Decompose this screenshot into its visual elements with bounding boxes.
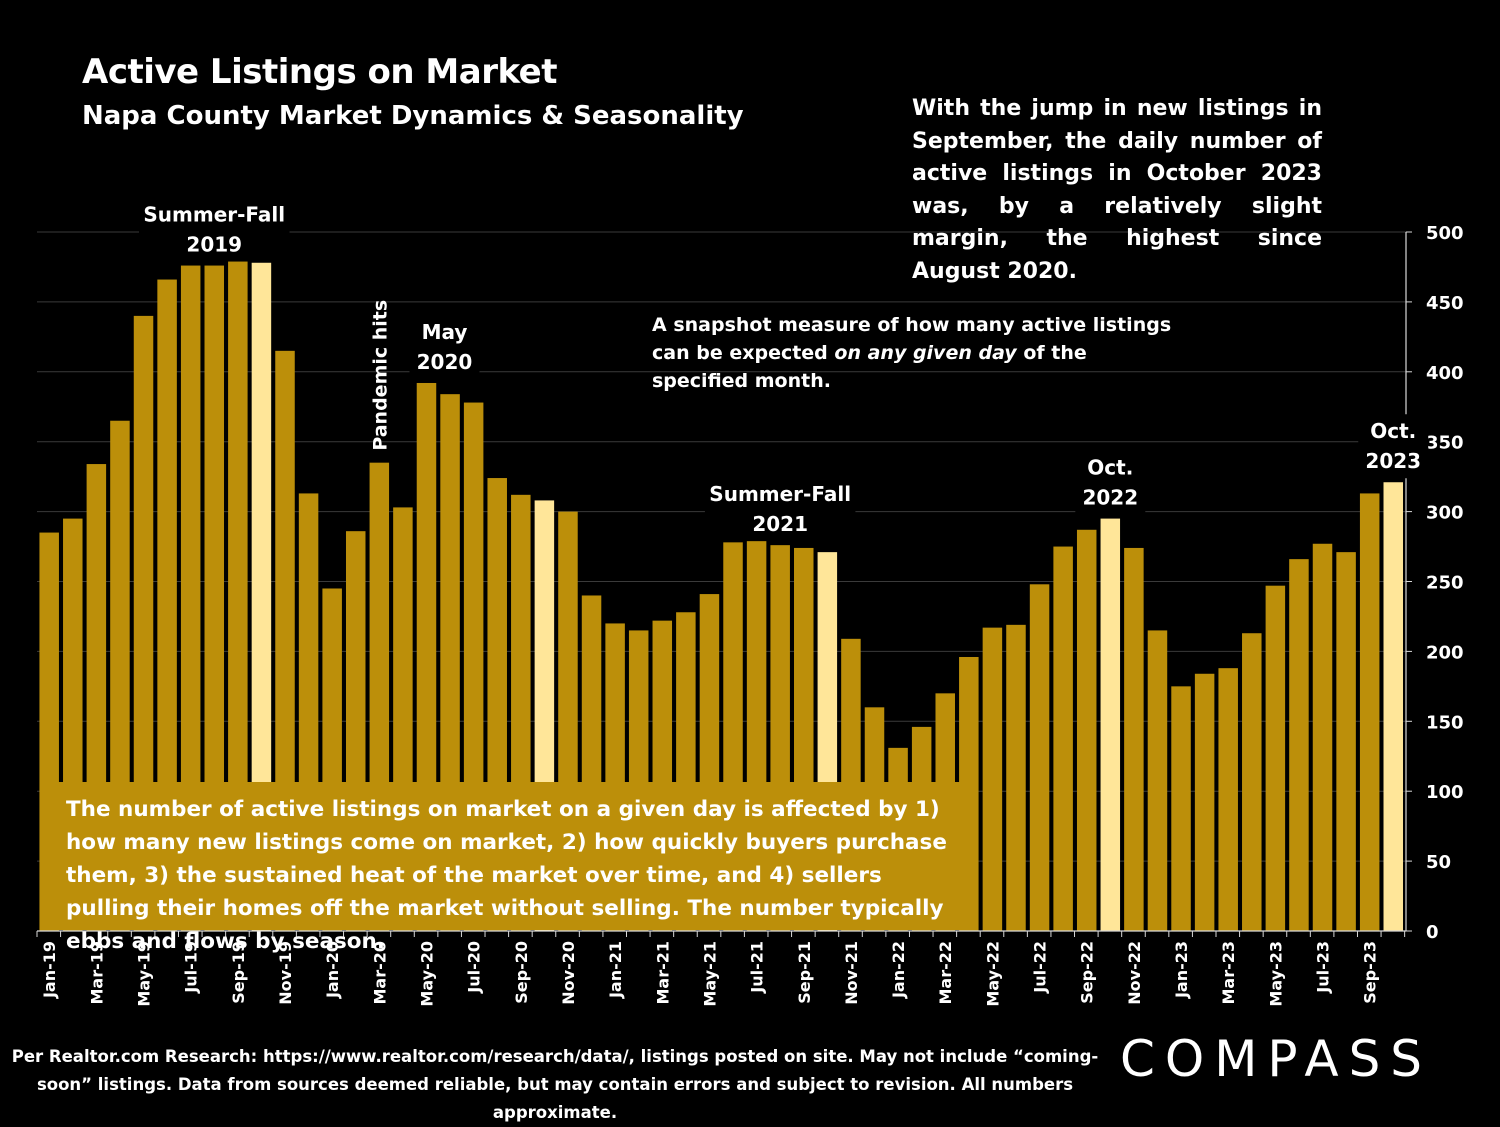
x-tick-label: Mar-20 [370,941,389,1005]
bar-may-22 [982,627,1003,931]
y-tick-label: 350 [1426,433,1464,454]
x-tick-label: Jul-22 [1031,941,1050,994]
x-tick-label: Nov-21 [842,941,861,1005]
x-tick-label: Jul-23 [1314,941,1333,994]
bar-apr-22 [959,656,979,931]
y-tick-label: 300 [1426,503,1464,524]
annotation-label: Oct. [1087,456,1133,480]
compass-logo: COMPASS [1120,1030,1433,1088]
y-tick-label: 150 [1426,712,1464,733]
annotation-label: 2019 [186,233,242,257]
annotation-label: Oct. [1370,419,1416,443]
x-tick-label: Jul-20 [465,941,484,994]
x-tick-label: Jan-21 [606,941,625,999]
annotation-bg [139,197,290,262]
bar-sep-19 [228,261,248,931]
bar-jul-22 [1029,584,1050,931]
annotation-label: Summer-Fall [143,203,285,227]
x-tick-label: May-22 [983,941,1002,1007]
bar-oct-22 [1100,518,1121,931]
x-tick-label: Jul-21 [748,941,767,994]
y-tick-label: 450 [1426,293,1464,314]
bar-jun-22 [1006,624,1026,931]
bar-aug-22 [1053,546,1073,931]
bar-feb-23 [1194,673,1215,931]
annotation-label: May [422,320,468,344]
x-tick-label: Jan-22 [889,941,908,999]
annotation-label: Pandemic hits [369,300,391,451]
y-tick-label: 200 [1426,642,1464,663]
snapshot-note: A snapshot measure of how many active li… [652,311,1172,395]
snapshot-emphasis: on any given day [834,342,1017,364]
bar-apr-23 [1242,633,1262,931]
source-footer: Per Realtor.com Research: https://www.re… [0,1043,1110,1127]
axes: 0 50 100 150 200 250 300 350 400 450 500 Jan-19 Mar-… [36,223,1464,1007]
snapshot-part2: of the specified month. [652,342,1087,392]
bar-nov-22 [1124,547,1144,931]
annotation-label: 2023 [1365,449,1421,473]
chart-title: Active Listings on Market [82,52,557,92]
y-tick-label: 100 [1426,782,1464,803]
y-tick-label: 500 [1426,223,1464,244]
bar-sep-22 [1076,529,1097,931]
annotation-bg [704,477,856,542]
y-tick-label: 400 [1426,363,1464,384]
bar-jul-23 [1312,543,1333,931]
x-tick-label: Jan-20 [323,941,342,999]
x-tick-label: Jul-19 [182,941,201,994]
bar-oct-19 [251,262,272,932]
bar-may-23 [1265,585,1286,931]
annotation-label: 2020 [417,350,473,374]
explanation-box: The number of active listings on market … [57,782,961,954]
x-tick-label: Nov-19 [276,941,295,1005]
annotation-bg [1075,450,1146,515]
y-tick-label: 0 [1426,922,1439,943]
x-tick-label: Mar-19 [87,941,106,1005]
bar-mar-23 [1218,668,1238,931]
x-tick-label: Jan-23 [1172,941,1191,999]
x-tick-label: May-21 [700,941,719,1007]
annotation-bg [1358,414,1429,479]
bar-aug-23 [1336,552,1356,931]
footer-line-1: Per Realtor.com Research: https://www.re… [11,1047,1099,1066]
x-tick-label: Mar-21 [653,941,672,1005]
bar-jun-23 [1289,559,1309,931]
annotation-label: 2021 [752,512,808,536]
x-tick-label: Jan-19 [40,941,59,999]
annotations: Summer-Fall 2019 May 2020 Pandemic hits Summe… [139,197,1429,542]
annotation-bg [409,314,480,379]
bar-may-19 [133,315,154,931]
x-tick-label: Nov-20 [559,941,578,1005]
x-tick-label: Sep-20 [512,941,531,1004]
footer-line-2: soon” listings. Data from sources deemed… [36,1075,1074,1122]
chart-subtitle: Napa County Market Dynamics & Seasonalit… [82,101,744,131]
bar-jan-23 [1171,686,1191,931]
y-tick-label: 250 [1426,573,1464,594]
x-tick-label: Mar-22 [936,941,955,1005]
x-tick-label: May-19 [135,941,154,1007]
x-tick-label: Nov-22 [1125,941,1144,1005]
bar-sep-23 [1359,493,1380,931]
annotation-label: 2022 [1082,486,1138,510]
bar-oct-23 [1383,482,1404,931]
snapshot-part1: A snapshot measure of how many active li… [652,314,1172,364]
x-tick-label: Sep-21 [795,941,814,1004]
bar-jul-19 [180,265,201,931]
annotation-label: Summer-Fall [709,482,851,506]
callout-text: With the jump in new listings in Septemb… [912,96,1322,284]
bar-aug-19 [204,265,225,931]
x-tick-label: May-20 [417,941,436,1007]
x-tick-label: Sep-23 [1361,941,1380,1004]
x-tick-label: Sep-19 [229,941,248,1004]
x-tick-label: May-23 [1266,941,1285,1007]
bar-jun-19 [157,279,177,932]
x-tick-label: Mar-23 [1219,941,1238,1005]
bar-jan-19 [39,532,59,931]
y-tick-label: 50 [1426,852,1451,873]
x-tick-label: Sep-22 [1078,941,1097,1004]
bar-dec-22 [1147,630,1168,931]
